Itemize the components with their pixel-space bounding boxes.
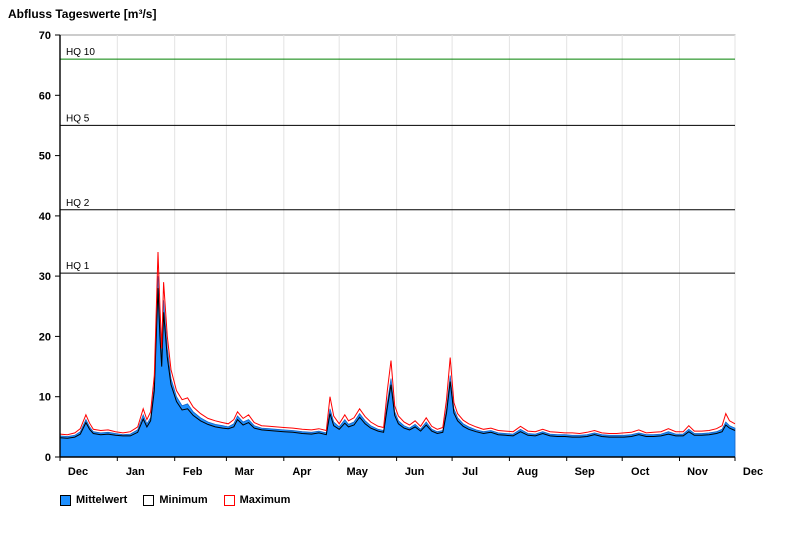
ref-label-hq-5: HQ 5 — [66, 113, 90, 124]
month-label-sep-9: Sep — [575, 466, 595, 478]
month-label-apr-4: Apr — [292, 466, 312, 478]
month-label-may-5: May — [346, 466, 368, 478]
maximum-swatch — [223, 494, 235, 506]
y-tick-label: 70 — [39, 30, 51, 42]
minimum-swatch — [143, 494, 155, 506]
y-tick-label: 50 — [39, 151, 51, 163]
ref-label-hq-1: HQ 1 — [66, 261, 90, 272]
discharge-chart: HQ 10 HQ 5 HQ 2 HQ 1 0 10 20 30 40 50 60 70 Dec Jan Fe… — [0, 22, 800, 482]
legend-label-maximum: Maximum — [239, 494, 291, 506]
y-tick-label: 20 — [39, 331, 51, 343]
ref-label-hq-2: HQ 2 — [66, 198, 90, 209]
month-label-aug-8: Aug — [517, 466, 538, 478]
month-label-mar-3: Mar — [235, 466, 255, 478]
legend-label-mittelwert: Mittelwert — [76, 494, 128, 506]
month-label-jun-6: Jun — [405, 466, 425, 478]
chart-title: Abfluss Tageswerte [m³/s] — [8, 7, 157, 21]
y-tick-label: 60 — [39, 90, 51, 102]
month-label-jul-7: Jul — [462, 466, 478, 478]
month-label-dec-12: Dec — [743, 466, 763, 478]
y-tick-label: 30 — [39, 271, 51, 283]
month-label-jan-1: Jan — [126, 466, 145, 478]
legend-item-minimum: Minimum — [143, 494, 208, 506]
month-label-nov-11: Nov — [687, 466, 709, 478]
ref-label-hq-10: HQ 10 — [66, 47, 95, 58]
month-label-feb-2: Feb — [183, 466, 203, 478]
y-tick-label: 40 — [39, 211, 51, 223]
y-tick-label: 10 — [39, 392, 51, 404]
y-tick-label: 0 — [45, 452, 51, 464]
mittelwert-swatch — [60, 494, 71, 506]
legend-label-minimum: Minimum — [159, 494, 208, 506]
chart-legend: Mittelwert Minimum Maximum — [0, 494, 800, 506]
max-line — [59, 251, 736, 436]
min-line — [59, 288, 736, 439]
month-label-dec-0: Dec — [68, 466, 88, 478]
legend-item-mittelwert: Mittelwert — [60, 494, 127, 506]
month-label-oct-10: Oct — [631, 466, 650, 478]
legend-item-maximum: Maximum — [223, 494, 291, 506]
